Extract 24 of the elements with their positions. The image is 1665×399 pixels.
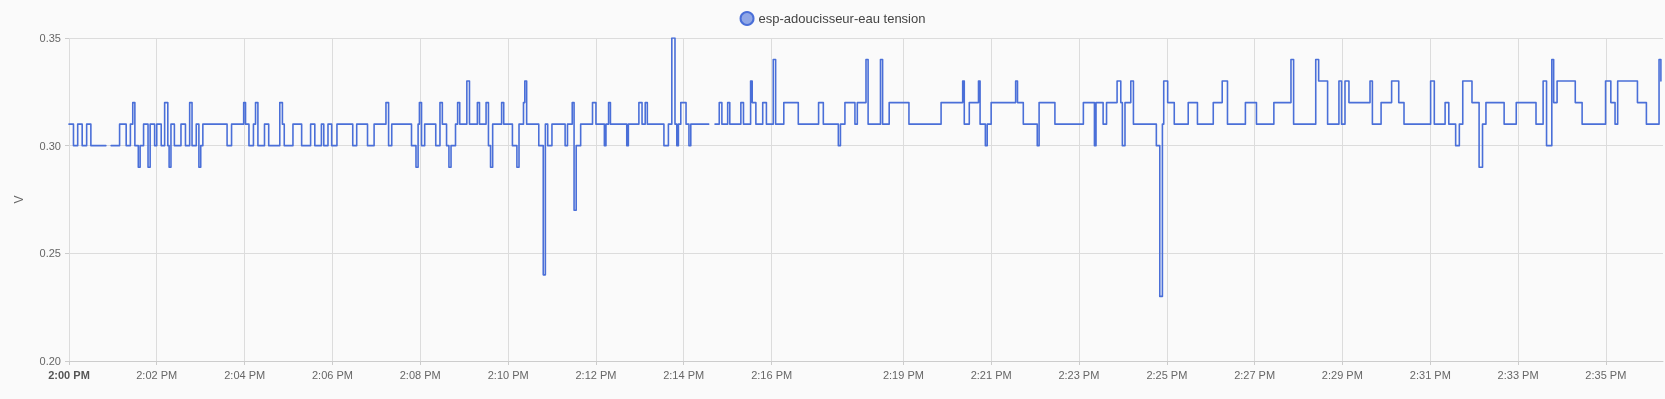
x-tick-label: 2:00 PM bbox=[48, 368, 90, 381]
y-tick-label: 0.30 bbox=[39, 139, 61, 152]
x-tick-label: 2:08 PM bbox=[399, 368, 441, 381]
x-tick-label: 2:06 PM bbox=[311, 368, 353, 381]
x-tick-label: 2:27 PM bbox=[1234, 368, 1276, 381]
y-tick-label: 0.20 bbox=[39, 355, 61, 367]
x-tick-label: 2:33 PM bbox=[1497, 368, 1539, 381]
x-tick-label: 2:35 PM bbox=[1585, 368, 1627, 381]
x-tick-label: 2:04 PM bbox=[224, 368, 266, 381]
x-tick-label: 2:10 PM bbox=[487, 368, 529, 381]
x-tick-label: 2:23 PM bbox=[1058, 368, 1100, 381]
y-tick-label: 0.25 bbox=[39, 247, 61, 260]
x-tick-label: 2:31 PM bbox=[1409, 368, 1451, 381]
x-tick-label: 2:02 PM bbox=[136, 368, 178, 381]
legend-label: esp-adoucisseur-eau tension bbox=[758, 11, 926, 26]
x-tick-label: 2:25 PM bbox=[1146, 368, 1188, 381]
x-tick-label: 2:14 PM bbox=[663, 368, 705, 381]
x-tick-label: 2:12 PM bbox=[575, 368, 617, 381]
x-tick-label: 2:16 PM bbox=[751, 368, 793, 381]
x-tick-label: 2:19 PM bbox=[882, 368, 924, 381]
y-axis-title: V bbox=[12, 195, 26, 204]
x-tick-label: 2:21 PM bbox=[970, 368, 1012, 381]
y-tick-label: 0.35 bbox=[39, 32, 61, 44]
x-tick-label: 2:29 PM bbox=[1321, 368, 1363, 381]
